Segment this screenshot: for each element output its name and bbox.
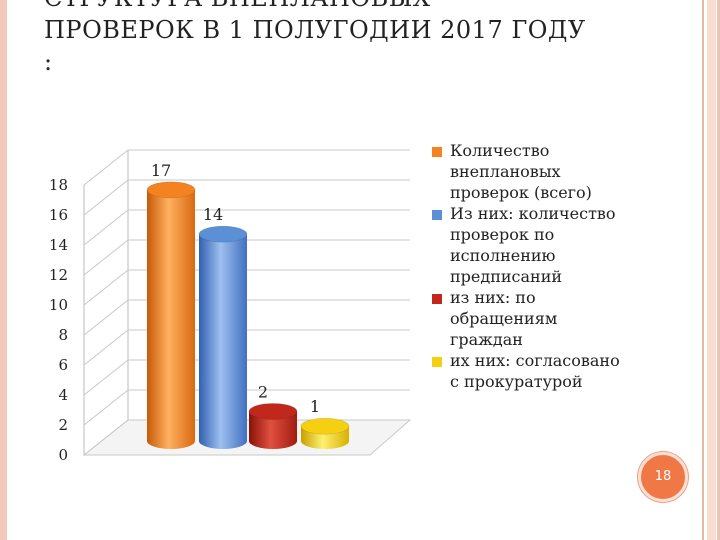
bar-total [146,181,196,449]
bar-total-body [147,189,195,449]
gridline-side-0 [83,419,129,456]
legend-label-total: Количество внеплановых проверок (всего) [450,141,592,202]
bar-citizens [248,403,298,449]
y-axis: 0 2 4 6 8 10 12 14 16 18 [49,176,68,464]
gridline-side-14 [83,209,129,246]
slide-frame-right-band [707,0,716,540]
gridline-side-2 [83,389,129,426]
gridline-side-4 [83,359,129,396]
chart-bars [146,181,350,449]
gridline-side-16 [83,179,129,216]
bar-prosecutor [300,417,350,449]
bar-citizens-top [248,403,298,420]
legend-swatch-orders [432,210,442,220]
y-tick-label-12: 12 [49,266,68,284]
bar-orders-top [198,225,248,243]
title-line-2: ПРОВЕРОК В 1 ПОЛУГОДИИ 2017 ГОДУ [44,16,586,44]
title-line-1: СТРУКТУРА ВНЕПЛАНОВЫХ [44,0,644,14]
legend-item-total: Количество внеплановых проверок (всего) [430,140,630,203]
legend-item-prosecutor: их них: согласовано с прокуратурой [430,350,630,392]
slide-title: СТРУКТУРА ВНЕПЛАНОВЫХ ПРОВЕРОК В 1 ПОЛУГ… [44,0,644,78]
data-label-1: 14 [203,205,223,224]
bar-citizens-body [249,411,297,449]
gridline-side-10 [83,269,129,306]
data-label-0: 17 [151,161,171,180]
slide-frame-right-line [702,0,704,540]
data-label-3: 1 [310,397,320,416]
y-tick-label-14: 14 [49,236,68,254]
legend-item-citizens: из них: по обращениям граждан [430,287,630,350]
chart-legend: Количество внеплановых проверок (всего) … [430,140,630,392]
y-tick-label-10: 10 [49,296,68,314]
gridline-side-12 [83,239,129,276]
y-tick-label-6: 6 [58,356,68,374]
gridline-side-6 [83,329,129,366]
gridline-side-8 [83,299,129,336]
data-label-2: 2 [258,382,268,401]
legend-label-citizens: из них: по обращениям граждан [450,288,558,349]
legend-swatch-prosecutor [432,357,442,367]
y-tick-label-18: 18 [49,176,68,194]
bar-orders [198,225,248,449]
bar-prosecutor-top [300,417,350,435]
y-tick-label-0: 0 [58,446,68,464]
legend-swatch-total [432,147,442,157]
page-number: 18 [654,469,672,484]
legend-label-orders: Из них: количество проверок по исполнени… [450,204,616,286]
legend-item-orders: Из них: количество проверок по исполнени… [430,203,630,287]
y-tick-label-8: 8 [58,326,68,344]
gridline-side-18 [83,149,129,186]
y-tick-label-2: 2 [58,416,68,434]
bar-total-top [146,181,196,199]
slide-frame-right-edge [717,0,720,540]
slide-frame-left [0,0,7,540]
y-tick-label-4: 4 [58,386,68,404]
legend-label-prosecutor: их них: согласовано с прокуратурой [450,351,620,391]
page-number-badge: 18 [638,452,688,502]
bar-orders-body [199,234,247,449]
data-labels: 17 14 2 1 [151,161,320,416]
legend-swatch-citizens [432,294,442,304]
y-tick-label-16: 16 [49,206,68,224]
title-line-3: : [44,48,53,76]
